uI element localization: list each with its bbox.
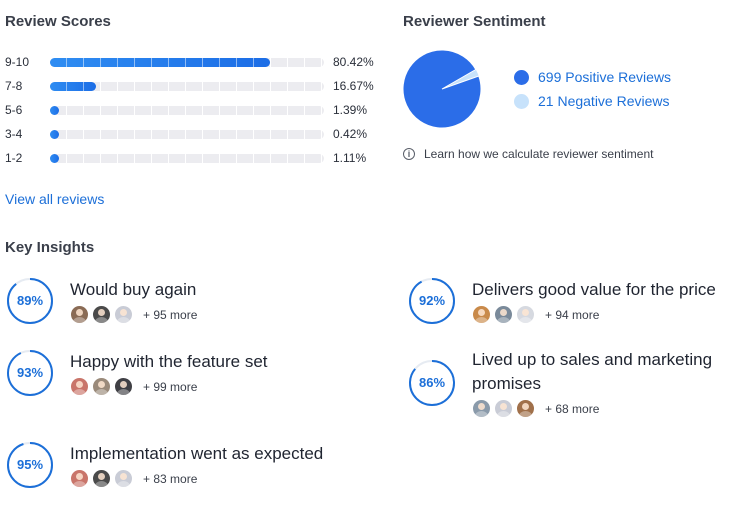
negative-reviews-label: 21 Negative Reviews bbox=[538, 93, 670, 109]
insight-progress-ring bbox=[409, 278, 455, 324]
score-label: 5-6 bbox=[5, 103, 23, 117]
insight-percent: 92% bbox=[418, 293, 446, 308]
score-label: 9-10 bbox=[5, 55, 30, 69]
avatar bbox=[494, 305, 513, 324]
more-reviewers: + 94 more bbox=[545, 307, 600, 322]
avatar bbox=[70, 305, 89, 324]
score-bar-fill bbox=[50, 58, 271, 67]
ring-arc bbox=[7, 350, 53, 396]
insight-percent: 93% bbox=[16, 365, 44, 380]
score-bar-fill bbox=[50, 82, 96, 91]
more-reviewers: + 99 more bbox=[143, 379, 198, 394]
positive-dot-icon bbox=[514, 69, 529, 85]
insight-percent: 86% bbox=[418, 375, 446, 390]
insight-progress-ring bbox=[7, 442, 53, 488]
insight-card: 93% Happy with the feature set + 99 more bbox=[6, 349, 366, 399]
score-label: 1-2 bbox=[5, 151, 23, 165]
info-icon: i bbox=[403, 148, 415, 160]
score-percent: 16.67% bbox=[333, 79, 374, 93]
insight-title: Would buy again bbox=[70, 280, 197, 299]
avatar bbox=[114, 305, 133, 324]
insight-card: 95% Implementation went as expected + 83… bbox=[6, 441, 386, 491]
avatar bbox=[114, 377, 133, 396]
more-reviewers: + 95 more bbox=[143, 307, 198, 322]
score-bar-track bbox=[50, 130, 324, 139]
reviewer-sentiment-title: Reviewer Sentiment bbox=[403, 13, 546, 30]
score-bar-track bbox=[50, 58, 324, 67]
avatar bbox=[92, 305, 111, 324]
score-bar-fill bbox=[50, 154, 59, 163]
insight-title-line1: Lived up to sales and marketing bbox=[472, 350, 713, 369]
score-percent: 1.39% bbox=[333, 103, 368, 117]
insight-title: Happy with the feature set bbox=[70, 352, 268, 371]
insight-card: 92% Delivers good value for the price + … bbox=[408, 277, 748, 327]
score-row-7-8: 7-8 16.67% bbox=[5, 78, 385, 94]
insight-card: 89% Would buy again + 95 more bbox=[6, 277, 366, 327]
score-row-3-4: 3-4 0.42% bbox=[5, 126, 385, 142]
insight-title-line2: promises bbox=[472, 374, 541, 393]
more-reviewers: + 68 more bbox=[545, 401, 600, 416]
insight-percent: 95% bbox=[16, 457, 44, 472]
avatar bbox=[516, 305, 535, 324]
reviewer-avatars: + 99 more bbox=[70, 377, 197, 396]
avatar bbox=[516, 399, 535, 418]
sentiment-pie-chart bbox=[402, 49, 482, 129]
score-bar-track bbox=[50, 106, 324, 115]
insight-card: 86% Lived up to sales and marketing prom… bbox=[408, 350, 748, 429]
score-bar-track bbox=[50, 82, 324, 91]
legend-positive[interactable]: 699 Positive Reviews bbox=[514, 69, 671, 85]
score-row-5-6: 5-6 1.39% bbox=[5, 102, 385, 118]
score-bar-track bbox=[50, 154, 324, 163]
avatar bbox=[70, 377, 89, 396]
avatar bbox=[494, 399, 513, 418]
sentiment-info[interactable]: i Learn how we calculate reviewer sentim… bbox=[403, 147, 653, 161]
insight-progress-ring bbox=[7, 278, 53, 324]
avatar bbox=[472, 305, 491, 324]
score-row-1-2: 1-2 1.11% bbox=[5, 150, 385, 166]
reviewer-avatars: + 83 more bbox=[70, 469, 197, 488]
score-bar-fill bbox=[50, 130, 59, 139]
insight-progress-ring bbox=[409, 360, 455, 406]
sentiment-info-text: Learn how we calculate reviewer sentimen… bbox=[424, 147, 654, 161]
view-all-reviews-link[interactable]: View all reviews bbox=[5, 191, 105, 207]
negative-dot-icon bbox=[514, 93, 529, 109]
ring-arc bbox=[409, 360, 455, 406]
legend-negative[interactable]: 21 Negative Reviews bbox=[514, 93, 670, 109]
avatar bbox=[92, 469, 111, 488]
reviewer-avatars: + 68 more bbox=[472, 399, 599, 418]
ring-arc bbox=[409, 278, 455, 324]
avatar bbox=[92, 377, 111, 396]
pie-slice-positive bbox=[402, 49, 482, 129]
score-percent: 1.11% bbox=[333, 151, 367, 165]
score-row-9-10: 9-10 80.42% bbox=[5, 54, 385, 70]
score-label: 7-8 bbox=[5, 79, 23, 93]
more-reviewers: + 83 more bbox=[143, 471, 198, 486]
score-bar-fill bbox=[50, 106, 59, 115]
insight-title: Implementation went as expected bbox=[70, 444, 324, 463]
avatar bbox=[114, 469, 133, 488]
insight-title: Delivers good value for the price bbox=[472, 280, 716, 299]
score-percent: 0.42% bbox=[333, 127, 368, 141]
review-scores-title: Review Scores bbox=[5, 13, 111, 30]
key-insights-title: Key Insights bbox=[5, 239, 95, 256]
insight-percent: 89% bbox=[16, 293, 44, 308]
reviewer-avatars: + 94 more bbox=[472, 305, 599, 324]
score-label: 3-4 bbox=[5, 127, 23, 141]
avatar bbox=[472, 399, 491, 418]
ring-arc bbox=[7, 278, 53, 324]
reviewer-avatars: + 95 more bbox=[70, 305, 197, 324]
ring-arc bbox=[7, 442, 53, 488]
positive-reviews-label: 699 Positive Reviews bbox=[538, 69, 672, 85]
avatar bbox=[70, 469, 89, 488]
score-percent: 80.42% bbox=[333, 55, 374, 69]
insight-progress-ring bbox=[7, 350, 53, 396]
